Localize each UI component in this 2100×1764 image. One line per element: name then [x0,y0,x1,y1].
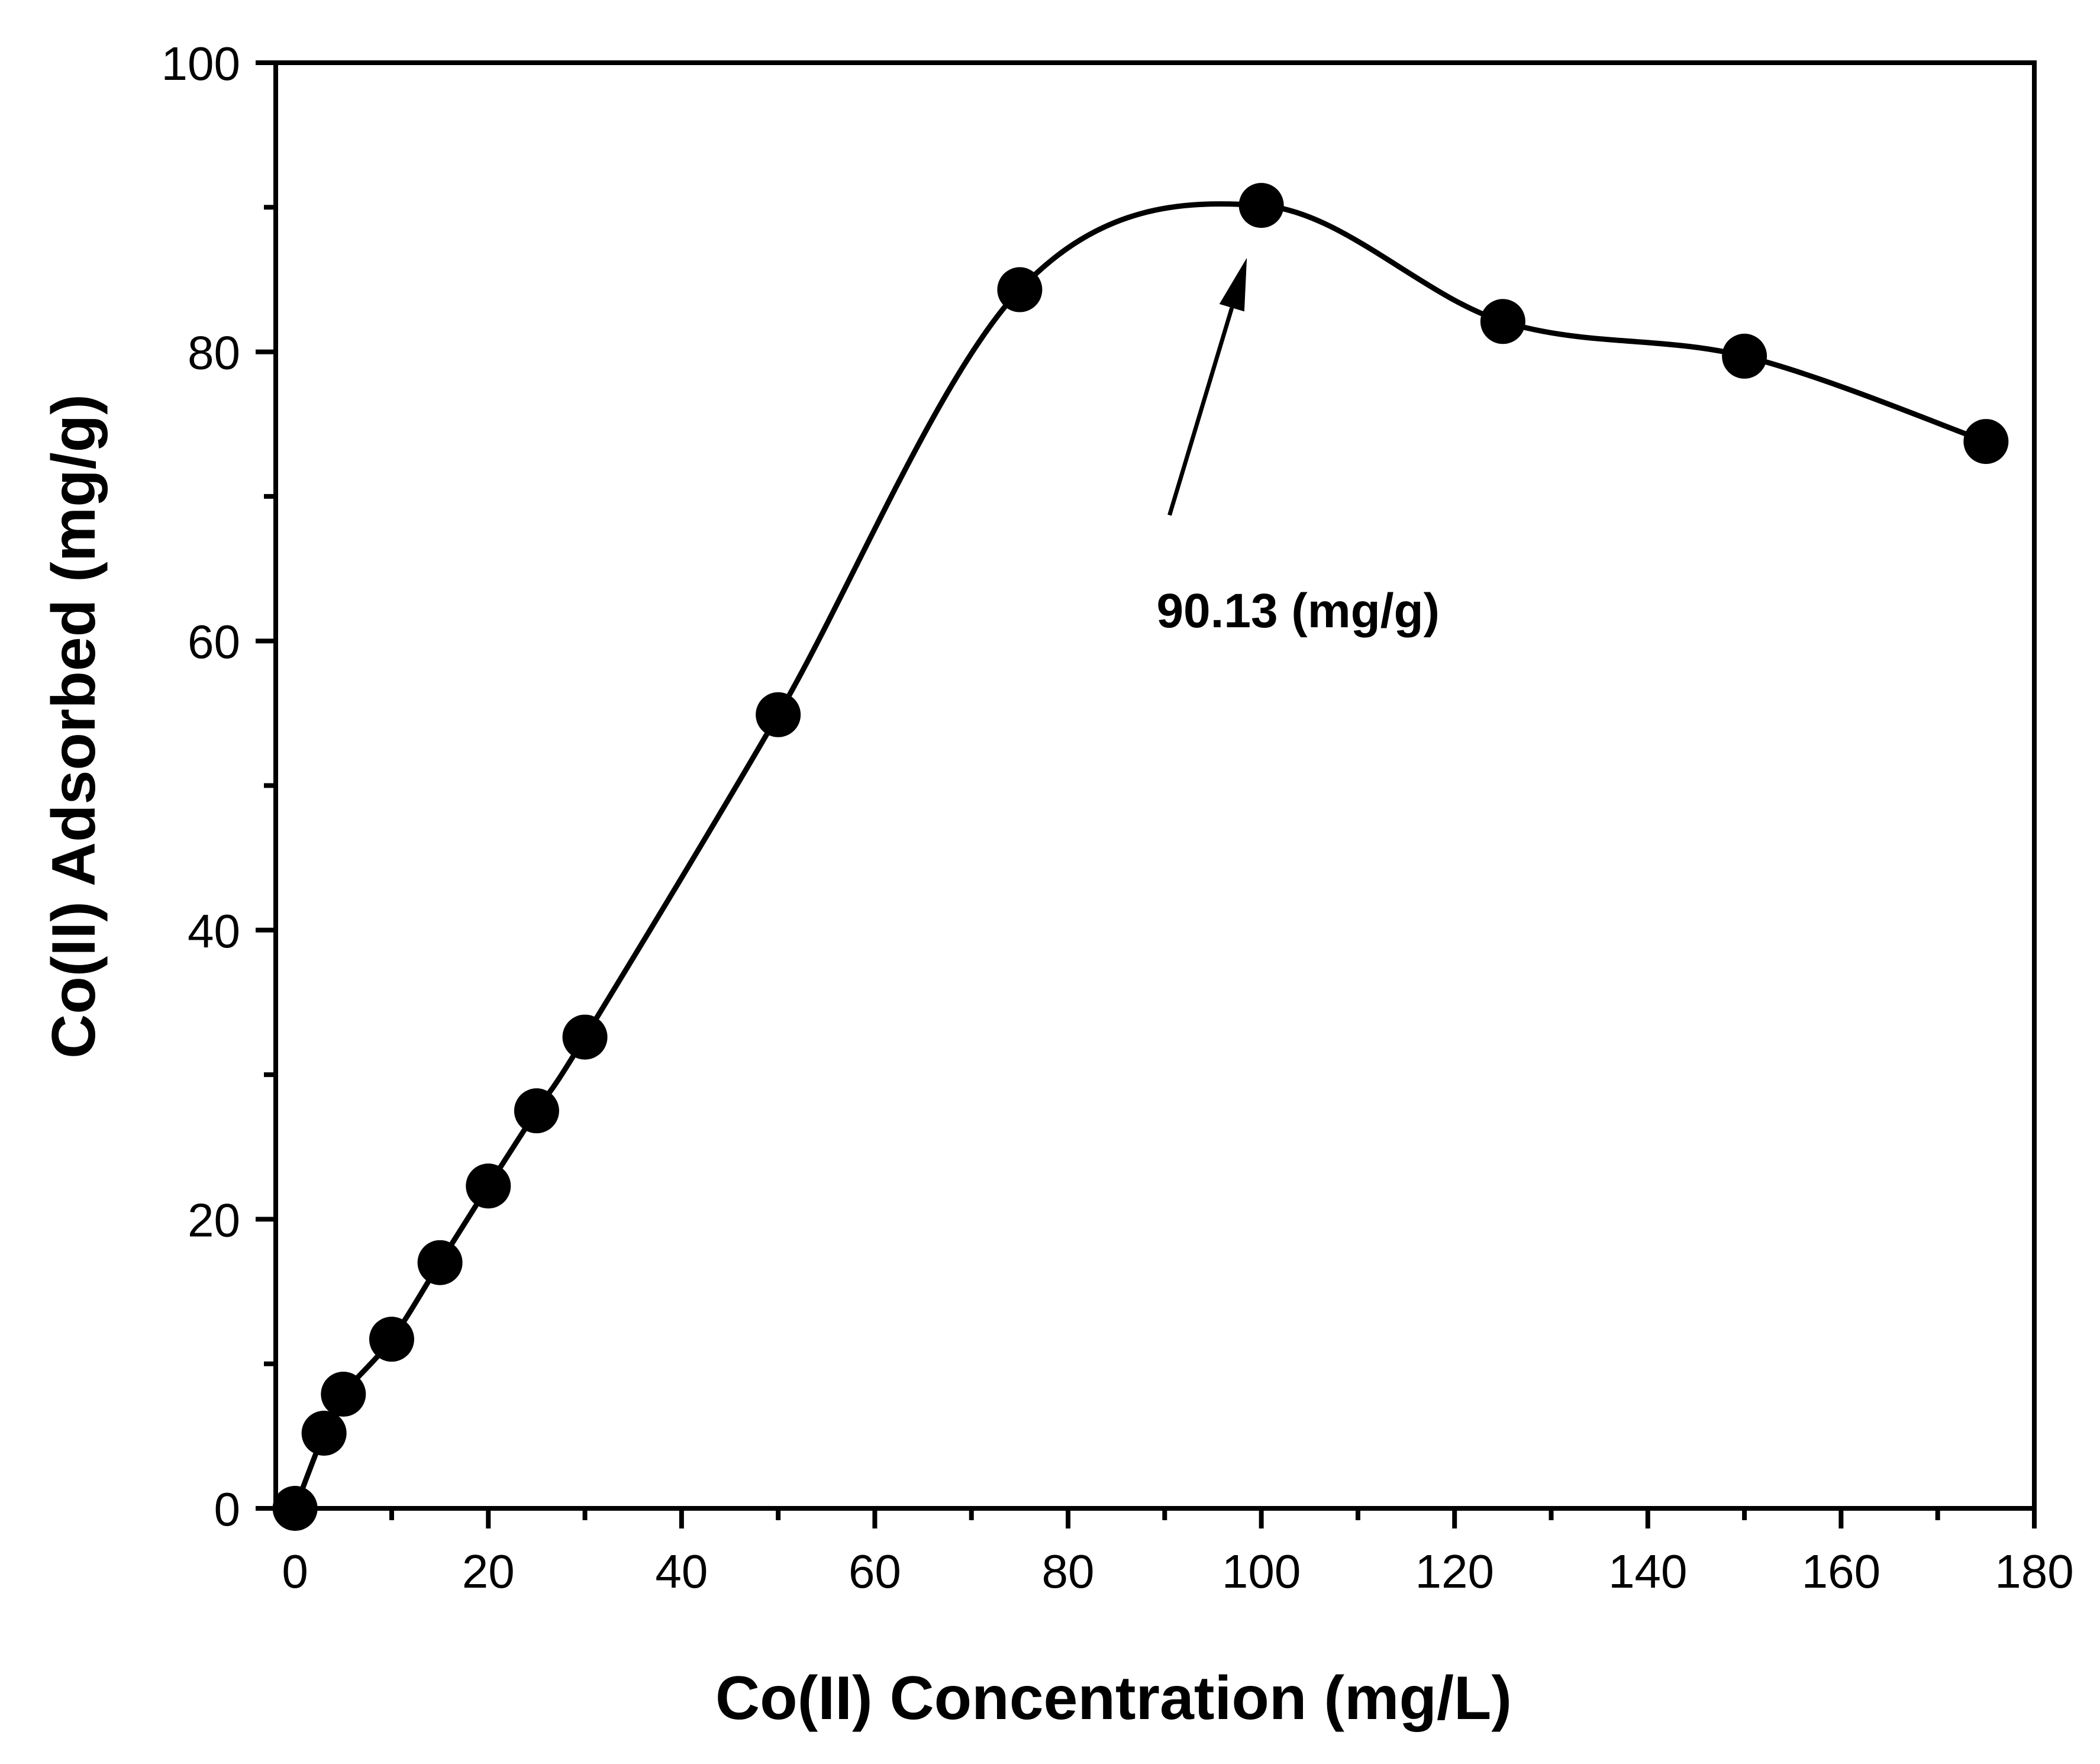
series-line [292,201,1987,1510]
y-tick-label: 40 [188,905,240,957]
axes: 0 20 40 60 80 100 120 140 160 180 0 20 40 60 80 100 Co(I… [40,37,2074,1733]
y-tick-label: 60 [188,615,240,668]
x-tick-label: 120 [1415,1545,1493,1598]
annotation-label: 90.13 (mg/g) [1156,584,1439,638]
data-point [301,1410,347,1456]
y-tick-label: 0 [214,1483,241,1536]
x-tick-label: 80 [1042,1545,1095,1598]
data-point [417,1240,463,1285]
annotation-layer: 90.13 (mg/g) [1156,257,1440,638]
x-tick-label: 160 [1802,1545,1880,1598]
y-tick-label: 20 [188,1194,240,1246]
annotation-arrowhead [1219,257,1247,312]
data-point [1480,299,1525,344]
data-point [997,267,1043,312]
y-tick-label: 100 [162,37,240,90]
data-point [514,1088,559,1134]
series-layer [272,183,2009,1531]
x-tick-label: 0 [282,1545,308,1598]
data-point [321,1372,366,1417]
x-tick-label: 60 [849,1545,901,1598]
x-tick-label: 180 [1995,1545,2073,1598]
data-point [272,1486,318,1531]
x-axis-title: Co(II) Concentration (mg/L) [715,1664,1512,1733]
data-point [1722,333,1767,379]
plot-frame [273,60,2037,1511]
data-point [562,1014,608,1060]
x-tick-label: 140 [1608,1545,1687,1598]
y-tick-label: 80 [188,327,240,379]
annotation-arrow [1167,307,1234,516]
data-point [369,1317,414,1362]
x-tick-label: 40 [655,1545,708,1598]
x-tick-label: 20 [462,1545,515,1598]
x-tick-label: 100 [1222,1545,1301,1598]
y-axis-title: Co(II) Adsorbed (mg/g) [40,394,108,1059]
data-point [1238,183,1284,228]
data-point [466,1163,511,1209]
data-point [1963,419,2009,465]
data-point [756,692,801,737]
